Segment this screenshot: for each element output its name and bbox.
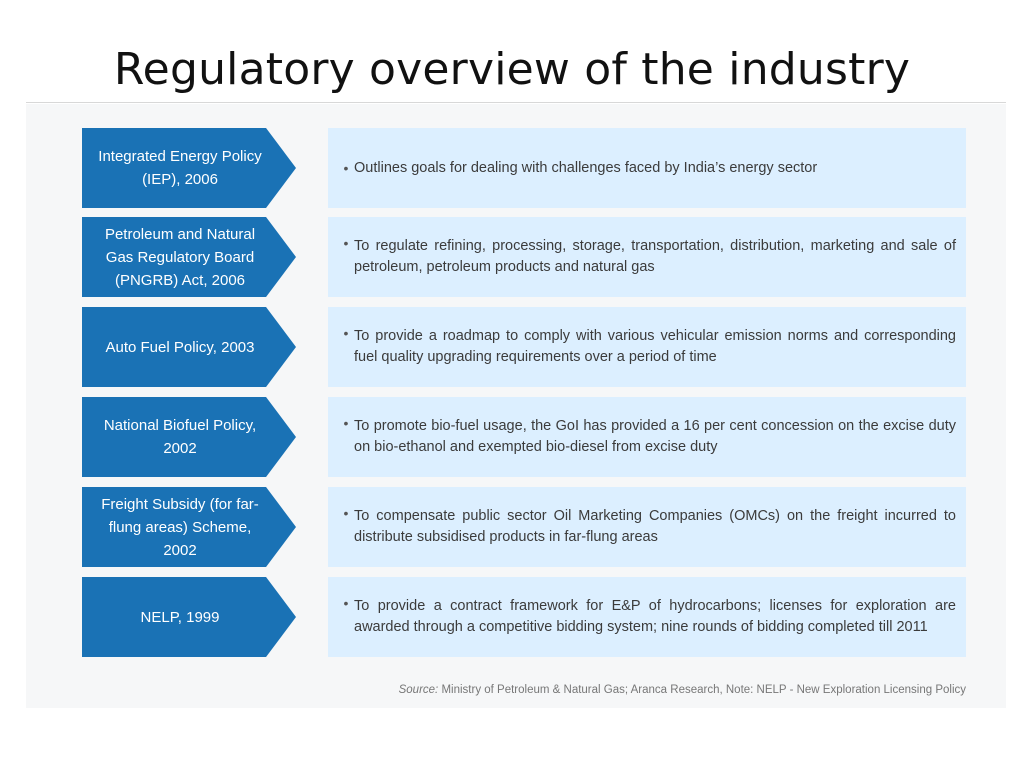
policy-name: Freight Subsidy (for far-flung areas) Sc… (101, 495, 259, 559)
policy-description: To promote bio-fuel usage, the GoI has p… (354, 418, 956, 455)
bullet-icon: • (343, 160, 349, 176)
policy-row: Auto Fuel Policy, 2003 • To provide a ro… (26, 307, 1006, 387)
policy-description-box: • To promote bio-fuel usage, the GoI has… (328, 397, 966, 477)
policy-row: Integrated Energy Policy (IEP), 2006 • O… (26, 128, 1006, 208)
bullet-icon: • (343, 415, 349, 431)
policy-description: To provide a contract framework for E&P … (354, 598, 956, 635)
source-label: Source: (398, 684, 439, 696)
policy-description-box: • To provide a roadmap to comply with va… (328, 307, 966, 387)
title-divider (26, 102, 1006, 103)
policy-name: Petroleum and Natural Gas Regulatory Boa… (104, 225, 256, 289)
policy-row: Freight Subsidy (for far-flung areas) Sc… (26, 487, 1006, 567)
bullet-icon: • (343, 595, 349, 611)
policy-arrow: National Biofuel Policy, 2002 (82, 397, 296, 477)
policy-name: National Biofuel Policy, 2002 (103, 417, 257, 457)
source-note: Source: Ministry of Petroleum & Natural … (399, 684, 966, 696)
policy-description: To provide a roadmap to comply with vari… (354, 328, 956, 365)
policy-arrow: Auto Fuel Policy, 2003 (82, 307, 296, 387)
policy-name: Auto Fuel Policy, 2003 (105, 338, 255, 356)
policy-arrow: Freight Subsidy (for far-flung areas) Sc… (82, 487, 296, 567)
policy-name: Integrated Energy Policy (IEP), 2006 (98, 148, 262, 188)
policy-arrow: NELP, 1999 (82, 577, 296, 657)
policy-description: Outlines goals for dealing with challeng… (354, 159, 818, 176)
source-text: Ministry of Petroleum & Natural Gas; Ara… (441, 684, 966, 696)
policy-row: Petroleum and Natural Gas Regulatory Boa… (26, 217, 1006, 297)
policy-row: NELP, 1999 • To provide a contract frame… (26, 577, 1006, 657)
policy-description: To compensate public sector Oil Marketin… (354, 508, 956, 545)
policy-description-box: • Outlines goals for dealing with challe… (328, 128, 966, 208)
policy-name: NELP, 1999 (140, 608, 220, 626)
policy-arrow: Integrated Energy Policy (IEP), 2006 (82, 128, 296, 208)
policy-description-box: • To compensate public sector Oil Market… (328, 487, 966, 567)
bullet-icon: • (343, 505, 349, 521)
policy-panel: Integrated Energy Policy (IEP), 2006 • O… (26, 104, 1006, 708)
policy-description: To regulate refining, processing, storag… (354, 238, 956, 275)
slide-title: Regulatory overview of the industry (113, 44, 911, 95)
policy-row: National Biofuel Policy, 2002 • To promo… (26, 397, 1006, 477)
policy-description-box: • To regulate refining, processing, stor… (328, 217, 966, 297)
policy-arrow: Petroleum and Natural Gas Regulatory Boa… (82, 217, 296, 297)
policy-description-box: • To provide a contract framework for E&… (328, 577, 966, 657)
bullet-icon: • (343, 235, 349, 251)
bullet-icon: • (343, 325, 349, 341)
